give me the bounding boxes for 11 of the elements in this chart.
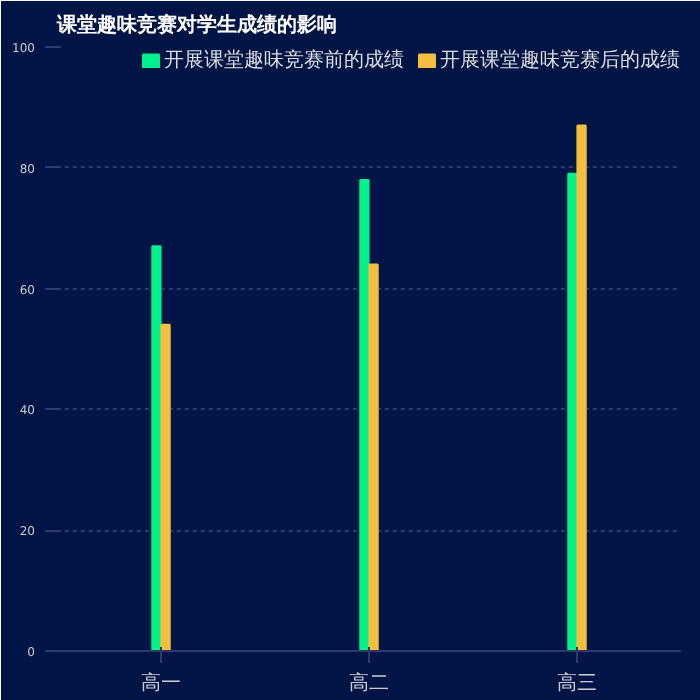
chart-title: 课堂趣味竞赛对学生成绩的影响 xyxy=(55,13,337,37)
bar xyxy=(368,263,379,651)
x-tick-label: 高三 xyxy=(557,671,597,695)
bar xyxy=(576,124,587,651)
legend-label: 开展课堂趣味竞赛前的成绩 xyxy=(164,47,404,74)
bar xyxy=(160,323,171,651)
bar xyxy=(151,245,162,651)
x-tick-label: 高二 xyxy=(349,671,389,695)
legend-label: 开展课堂趣味竞赛后的成绩 xyxy=(440,47,680,74)
bar xyxy=(359,178,370,651)
x-tick-label: 高一 xyxy=(141,671,181,695)
